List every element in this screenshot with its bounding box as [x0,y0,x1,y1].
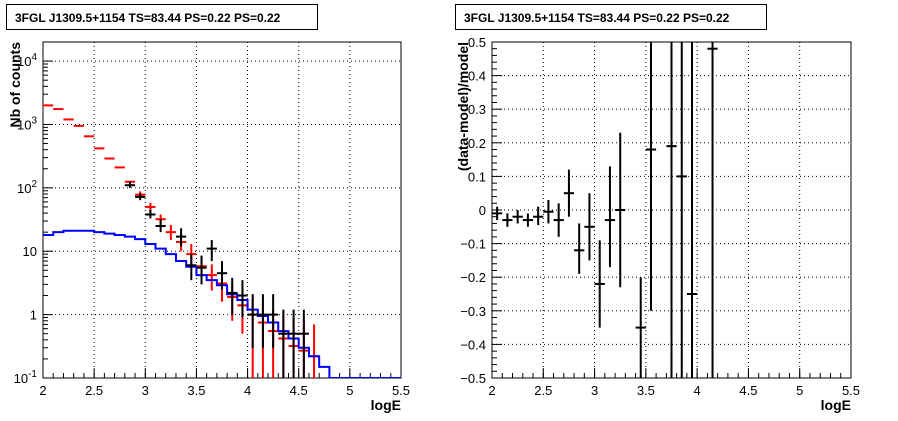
x-tick-label: 5.5 [392,383,410,398]
y-tick-label: −0.3 [460,304,486,319]
y-tick-label: 0.4 [468,69,486,84]
y-tick-label: −0.5 [460,371,486,386]
y-tick-label: 0.5 [468,35,486,50]
data-layer [43,104,401,378]
y-tick-label: −0.1 [460,237,486,252]
y-tick-label: 0.3 [468,102,486,117]
x-tick-label: 5 [346,383,353,398]
plot-frame [42,41,402,379]
x-tick-label: 3 [591,383,598,398]
x-axis-label: logE [371,397,401,413]
y-tick-label: 10-1 [14,369,38,386]
y-axis-label: Nb of counts [7,42,23,128]
x-tick-label: 3 [142,383,149,398]
y-tick-label: 0.2 [468,136,486,151]
x-tick-label: 3.5 [637,383,655,398]
x-tick-label: 4 [244,383,251,398]
model-step-line [43,229,401,378]
y-tick-label: 10 [23,244,37,259]
y-axis-label: (data-model)/model [455,42,471,171]
x-tick-label: 5 [796,383,803,398]
y-tick-label: 0.1 [468,169,486,184]
y-tick-label: 102 [17,179,37,196]
x-tick-label: 2.5 [534,383,552,398]
data-layer [492,42,718,378]
chart-panel-1: 2 2.5 3 3.5 4 4.5 5 5.5 −0.5 −0.4 −0.3 −0.2 −0.1 0 0.1… [455,35,860,413]
x-tick-label: 2.5 [85,383,103,398]
x-tick-label: 2 [488,383,495,398]
x-axis-label: logE [821,397,851,413]
x-tick-label: 3.5 [187,383,205,398]
y-tick-label: −0.2 [460,270,486,285]
x-tick-label: 4.5 [290,383,308,398]
y-tick-label: 0 [479,203,486,218]
y-tick-label: −0.4 [460,337,486,352]
y-tick-label: 103 [17,115,37,132]
y-tick-label: 104 [17,52,37,69]
x-tick-label: 5.5 [842,383,860,398]
chart-title-left: 3FGL J1309.5+1154 TS=83.44 PS=0.22 PS=0.… [6,4,318,30]
x-tick-label: 2 [39,383,46,398]
chart-title-right: 3FGL J1309.5+1154 TS=83.44 PS=0.22 PS=0.… [455,4,767,30]
chart-panel-0: 2 2.5 3 3.5 4 4.5 5 5.5 10-1 1 10 102 103 104 logE Nb o… [7,41,410,413]
x-tick-label: 4 [694,383,701,398]
x-tick-label: 4.5 [739,383,757,398]
y-tick-label: 1 [30,308,37,323]
